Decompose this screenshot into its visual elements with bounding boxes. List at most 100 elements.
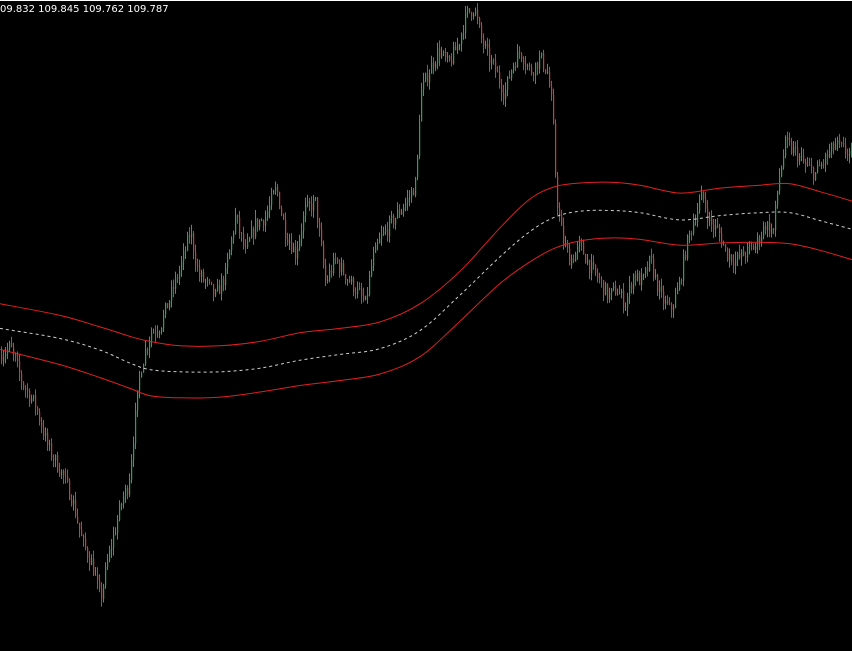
candle-body [41, 421, 43, 428]
candle-body [569, 248, 571, 266]
candle-body [747, 245, 749, 258]
candle-body [367, 294, 369, 296]
candle-body [641, 274, 643, 285]
candle-body [699, 200, 701, 211]
candle-body [791, 142, 793, 153]
candle-body [773, 228, 775, 231]
candle-body [555, 123, 557, 176]
candle-body [817, 164, 819, 173]
candle-body [823, 164, 825, 165]
candle-body [761, 236, 763, 244]
candle-body [35, 395, 37, 408]
candle-body [83, 536, 85, 539]
candle-body [593, 261, 595, 265]
candle-body [775, 204, 777, 231]
candle-body [373, 252, 375, 266]
candle-body [303, 215, 305, 231]
candle-body [579, 241, 581, 246]
candle-body [609, 292, 611, 300]
candle-body [339, 262, 341, 273]
candle-body [691, 232, 693, 234]
candle-body [499, 72, 501, 84]
candle-body [553, 94, 555, 124]
candle-body [159, 332, 161, 334]
candle-body [601, 279, 603, 281]
candle-body [263, 220, 265, 226]
candle-body [199, 267, 201, 277]
candle-body [841, 142, 843, 144]
candle-body [227, 258, 229, 268]
candle-body [651, 255, 653, 259]
candle-body [613, 286, 615, 289]
candle-body [707, 208, 709, 222]
candle-body [241, 233, 243, 234]
candle-body [291, 241, 293, 253]
candle-body [573, 258, 575, 262]
candle-body [575, 252, 577, 262]
candle-body [239, 217, 241, 233]
candle-body [11, 342, 13, 347]
candle-body [273, 191, 275, 194]
candle-body [557, 175, 559, 209]
candle-body [509, 76, 511, 79]
candle-body [109, 549, 111, 561]
candle-body [683, 254, 685, 281]
candle-body [487, 44, 489, 48]
candle-body [589, 259, 591, 274]
candle-body [759, 236, 761, 244]
candle-body [529, 64, 531, 67]
candle-body [565, 243, 567, 245]
candle-body [51, 443, 53, 458]
candle-body [811, 165, 813, 168]
candle-body [129, 479, 131, 495]
candle-body [101, 588, 103, 599]
candle-body [417, 156, 419, 178]
candle-body [473, 14, 475, 17]
candle-body [377, 243, 379, 246]
candle-body [397, 209, 399, 218]
candle-body [23, 382, 25, 388]
candle-body [515, 65, 517, 68]
candle-body [481, 25, 483, 39]
candle-body [393, 215, 395, 225]
candle-body [605, 283, 607, 296]
candle-body [97, 574, 99, 581]
candle-body [537, 62, 539, 69]
candle-body [767, 222, 769, 231]
candle-body [283, 214, 285, 220]
candle-body [671, 303, 673, 311]
candle-body [519, 51, 521, 54]
candle-body [493, 59, 495, 61]
envelope-lower-line [0, 237, 852, 399]
candle-body [131, 459, 133, 480]
candle-body [275, 187, 277, 192]
candle-body [713, 224, 715, 230]
candle-body [179, 270, 181, 279]
candle-body [633, 274, 635, 290]
candle-body [13, 346, 15, 354]
candle-body [149, 340, 151, 350]
candle-body [173, 286, 175, 289]
candle-body [349, 279, 351, 283]
candle-body [135, 410, 137, 444]
candle-body [623, 290, 625, 308]
candle-body [771, 228, 773, 234]
candle-body [805, 162, 807, 165]
candle-body [207, 279, 209, 281]
candle-body [363, 296, 365, 300]
envelope-upper-line [0, 181, 852, 347]
candle-body [697, 210, 699, 222]
candle-body [111, 547, 113, 550]
envelope-middle-line [0, 209, 852, 373]
candle-body [47, 432, 49, 445]
candle-body [443, 51, 445, 54]
candle-body [835, 144, 837, 150]
candle-body [687, 235, 689, 259]
candle-body [543, 52, 545, 70]
candle-body [57, 455, 59, 472]
candle-body [693, 222, 695, 234]
candle-body [405, 202, 407, 208]
candle-body [229, 250, 231, 259]
